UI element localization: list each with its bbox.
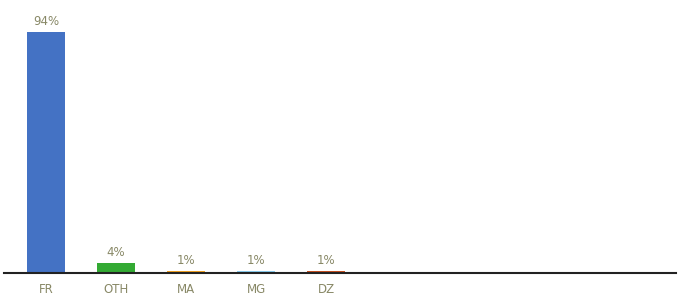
Bar	[167, 271, 205, 273]
Bar	[237, 271, 275, 273]
Bar	[307, 271, 345, 273]
Text: 1%: 1%	[177, 254, 195, 267]
Text: 1%: 1%	[247, 254, 265, 267]
Text: 1%: 1%	[317, 254, 335, 267]
Text: 4%: 4%	[107, 246, 125, 259]
Text: 94%: 94%	[33, 16, 59, 28]
Bar	[27, 32, 65, 273]
Bar	[97, 263, 135, 273]
